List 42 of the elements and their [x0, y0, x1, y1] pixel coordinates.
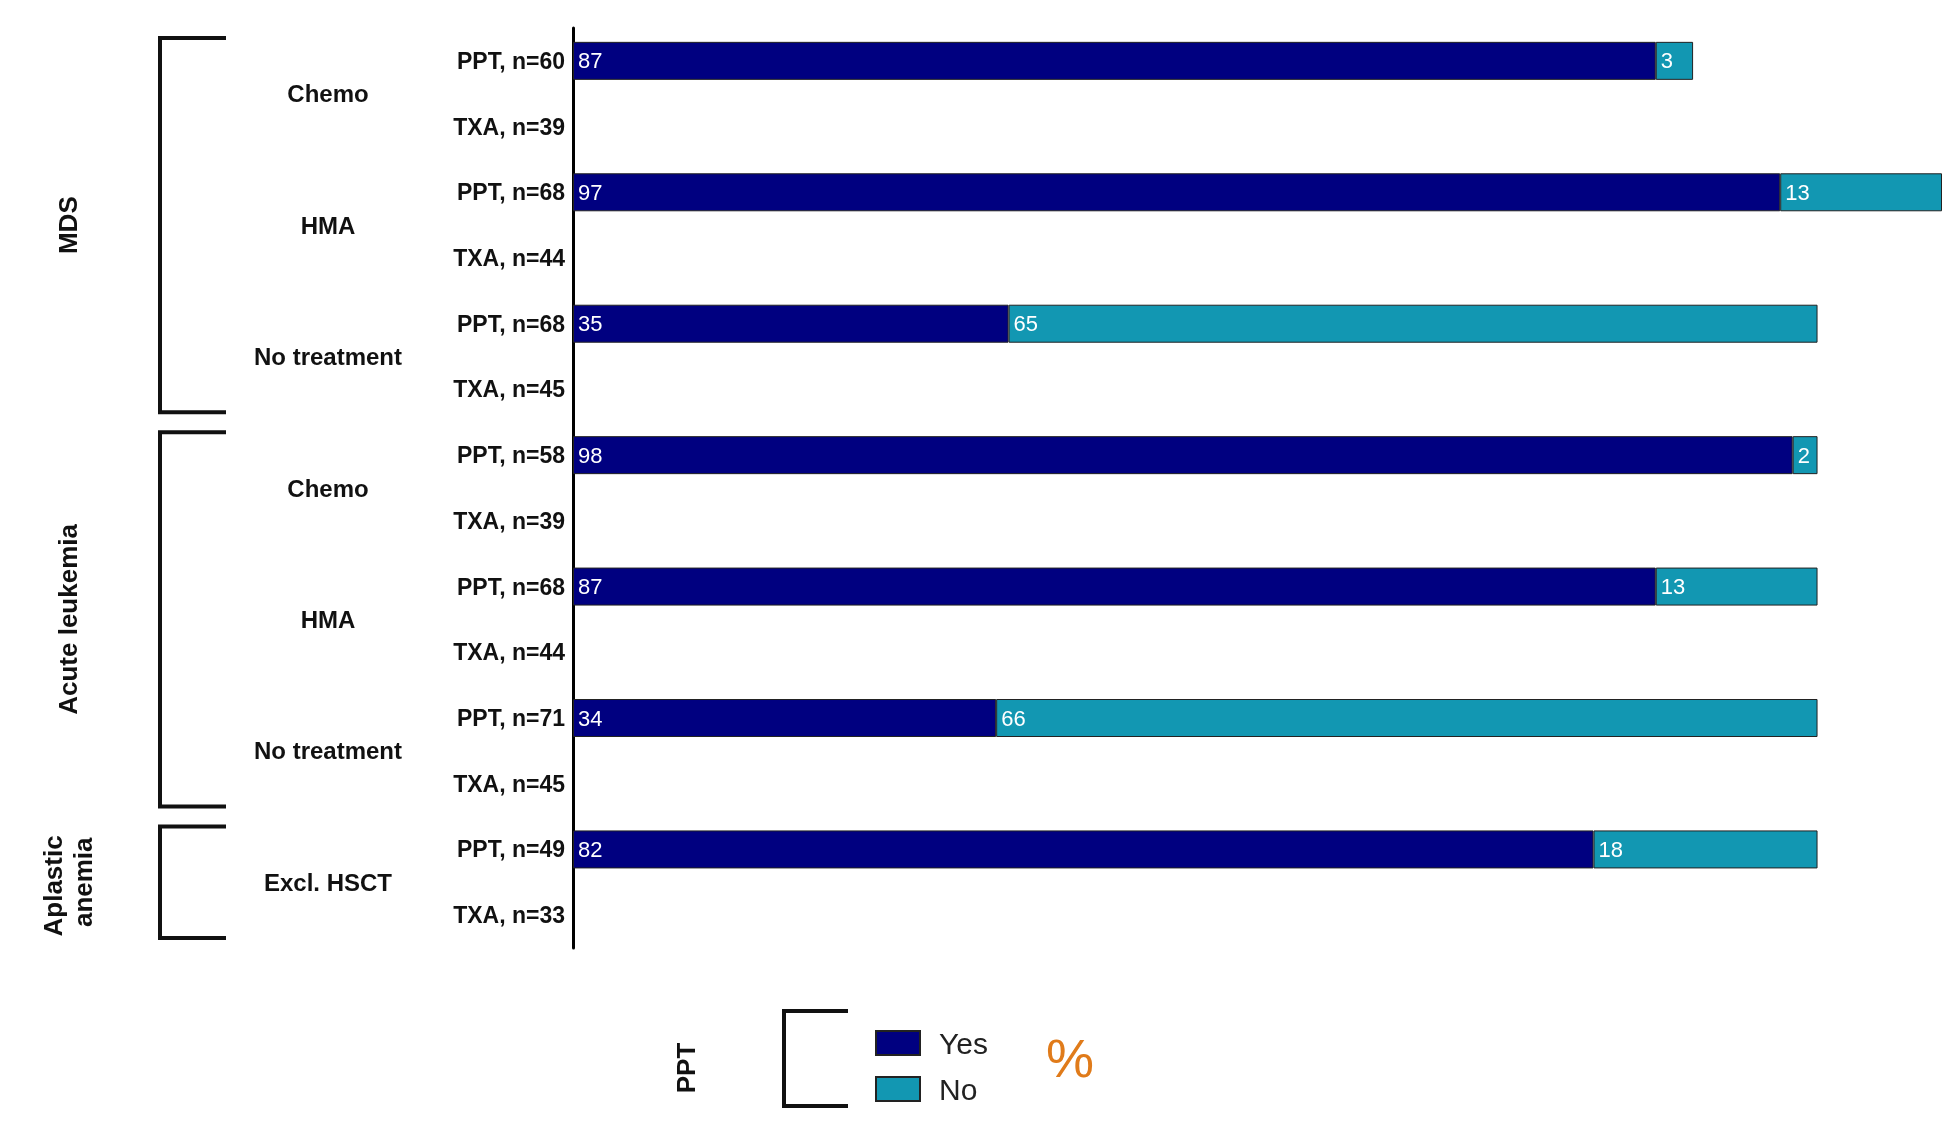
y-tick-label: PPT, n=68	[456, 310, 566, 337]
y-tick-label: PPT, n=68	[456, 179, 566, 206]
y-tick-label: TXA, n=33	[453, 902, 565, 929]
y-tick-label: PPT, n=68	[456, 573, 566, 600]
data-label: 87	[578, 48, 603, 74]
data-label: 3	[1660, 48, 1673, 74]
y-tick-label: TXA, n=44	[453, 639, 566, 666]
text: HMA	[300, 605, 356, 633]
text: MDS	[53, 196, 83, 255]
data-label: 65	[1013, 311, 1039, 337]
data-label: 18	[1598, 836, 1624, 862]
text: Excl. HSCT	[263, 868, 393, 896]
data-label: 35	[578, 311, 603, 337]
y-tick-label: TXA, n=39	[453, 507, 565, 534]
y-tick-label: PPT, n=49	[456, 836, 565, 863]
y-tick-label: TXA, n=44	[453, 245, 566, 271]
data-label: 13	[1785, 179, 1810, 205]
legend-label: Yes	[939, 1026, 988, 1060]
legend-title: PPT	[671, 1042, 701, 1094]
text: %	[1045, 1028, 1095, 1088]
y-tick-label: TXA, n=45	[453, 376, 566, 403]
data-label: 98	[578, 442, 603, 468]
text: Acute leukemia	[53, 523, 83, 715]
text: No treatment	[253, 343, 403, 371]
y-tick-label: TXA, n=39	[453, 113, 565, 140]
y-tick-label: TXA, n=45	[453, 770, 566, 797]
data-label: 13	[1660, 574, 1686, 600]
text: Aplastic anemia	[38, 828, 98, 937]
text: Chemo	[287, 474, 369, 502]
y-tick-label: PPT, n=71	[456, 705, 566, 731]
data-label: 97	[578, 179, 603, 205]
y-tick-label: PPT, n=60	[456, 47, 565, 74]
text: Chemo	[287, 80, 369, 108]
text: No treatment	[253, 737, 403, 765]
data-label: 87	[578, 574, 603, 600]
data-label: 34	[578, 705, 603, 731]
data-label: 82	[578, 836, 603, 862]
legend-label: No	[939, 1072, 978, 1106]
y-tick-label: PPT, n=58	[456, 442, 566, 469]
text: HMA	[300, 211, 356, 239]
data-label: 66	[1001, 705, 1026, 731]
data-label: 2	[1797, 442, 1810, 468]
